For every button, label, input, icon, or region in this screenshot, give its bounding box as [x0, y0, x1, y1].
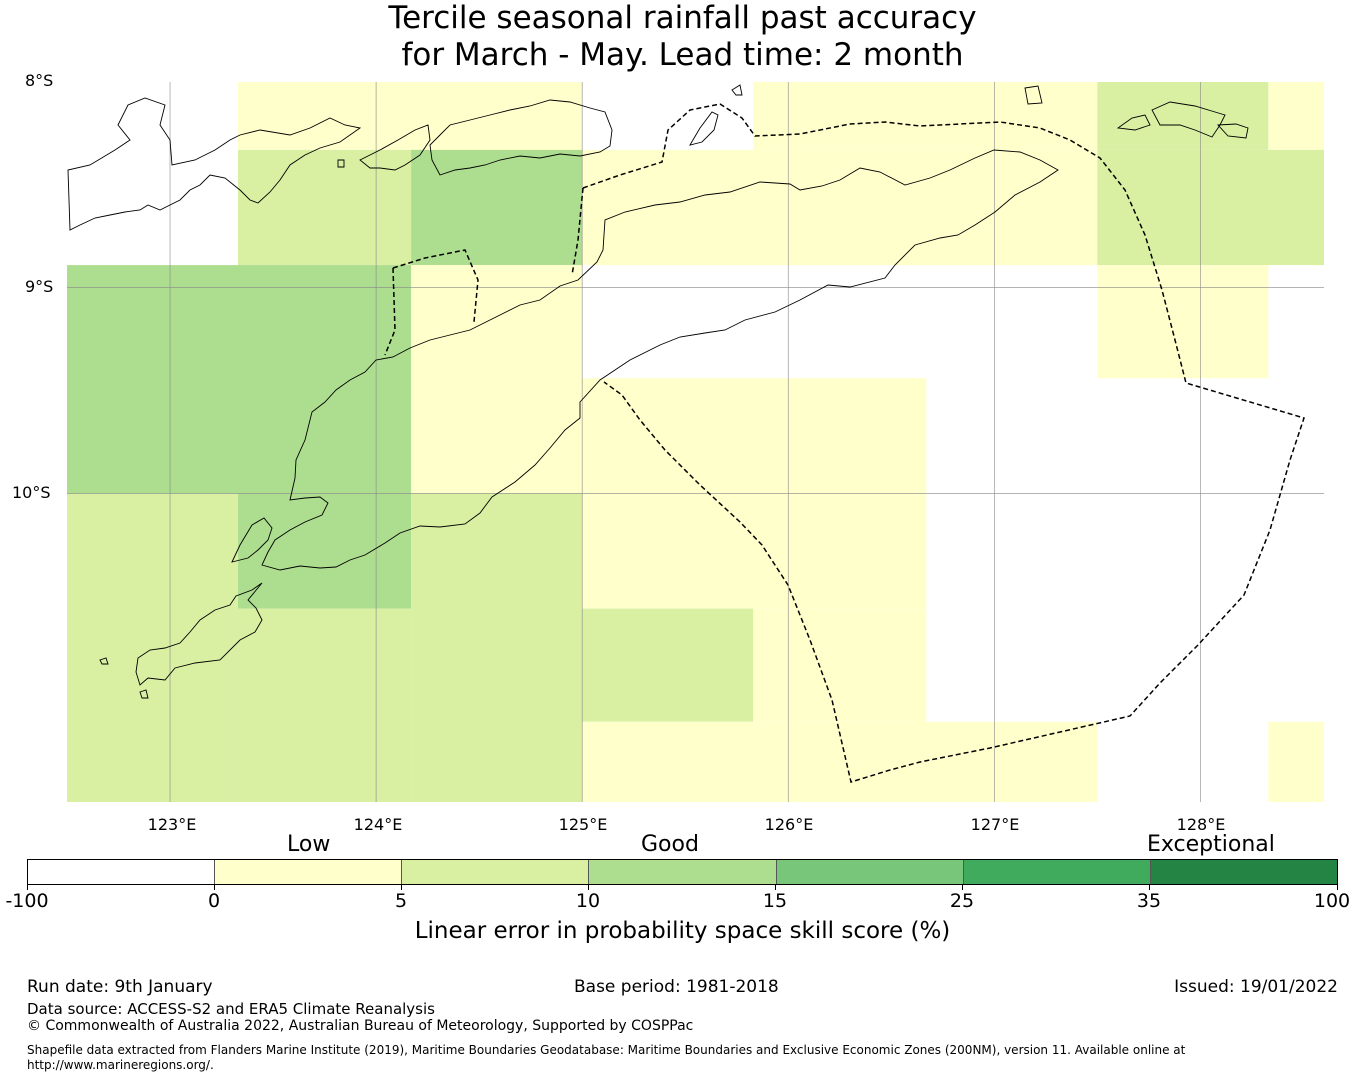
maritime-boundaries	[384, 103, 1305, 783]
graticule	[67, 82, 1324, 802]
skill-cell	[582, 378, 927, 494]
lon-label-128e: 128°E	[1176, 815, 1226, 834]
lon-label-126e: 126°E	[764, 815, 814, 834]
shapefile-credit-line-2: http://www.marineregions.org/.	[27, 1058, 214, 1072]
lon-label-127e: 127°E	[970, 815, 1020, 834]
title-line-2: for March - May. Lead time: 2 month	[401, 37, 964, 73]
color-bar-tick-label: 15	[762, 890, 788, 912]
legend-category-good: Good	[641, 832, 699, 857]
color-bar-tick-mark	[214, 885, 215, 890]
small-island-3	[1024, 85, 1043, 105]
skill-cell	[238, 82, 583, 150]
skill-cell	[1097, 82, 1269, 150]
lat-label-9s: 9°S	[25, 277, 54, 296]
skill-cell	[67, 493, 239, 802]
skill-cell	[582, 608, 754, 722]
color-bar-segment-1	[28, 860, 216, 884]
skill-cell	[753, 82, 1098, 150]
skill-cell	[238, 493, 412, 609]
color-bar-tick-mark	[27, 885, 28, 890]
lon-label-125e: 125°E	[558, 815, 608, 834]
skill-cell	[411, 149, 583, 266]
color-bar-tick-mark	[1149, 885, 1150, 890]
skill-cell	[411, 265, 583, 494]
color-bar-tick-label: 35	[1136, 890, 1162, 912]
eez-boundary-oecusse	[384, 187, 584, 356]
color-bar-segment-4	[589, 860, 777, 884]
timor-coastline	[261, 149, 1059, 571]
skill-cell	[1097, 265, 1269, 379]
map-canvas	[67, 82, 1324, 802]
skill-cell	[411, 493, 583, 802]
base-period: Base period: 1981-2018	[574, 977, 779, 997]
skill-cell	[582, 493, 927, 609]
color-bar-tick-label: 25	[949, 890, 975, 912]
legend-category-low: Low	[287, 832, 331, 857]
skill-cell	[753, 608, 927, 722]
small-island-7	[731, 84, 743, 96]
color-bar-tick-mark	[588, 885, 589, 890]
small-island-5	[99, 657, 109, 665]
small-island-6	[139, 689, 149, 699]
map-title: Tercile seasonal rainfall past accuracy …	[0, 0, 1365, 74]
color-bar-tick-mark	[962, 885, 963, 890]
color-bar-tick-label: 0	[207, 890, 221, 912]
semau-island-coastline	[135, 582, 263, 686]
copyright: © Commonwealth of Australia 2022, Austra…	[27, 1018, 694, 1034]
skill-cell	[238, 608, 412, 802]
color-bar-tick-mark	[1337, 885, 1338, 890]
data-source: Data source: ACCESS-S2 and ERA5 Climate …	[27, 1000, 435, 1018]
legend-category-exceptional: Exceptional	[1147, 832, 1275, 857]
small-island-1	[1116, 114, 1151, 131]
color-bar	[27, 859, 1338, 885]
skill-cell	[582, 149, 1098, 266]
skill-cell	[67, 265, 412, 494]
color-bar-tick-label: 10	[575, 890, 601, 912]
color-bar-segment-7	[1150, 860, 1337, 884]
roti-island-coastline	[231, 517, 273, 563]
color-bar-segment-5	[776, 860, 964, 884]
skill-cells	[67, 82, 1324, 802]
color-bar-segment-3	[402, 860, 590, 884]
lat-label-10s: 10°S	[12, 483, 51, 502]
color-bar-tick-label: 100	[1313, 890, 1351, 912]
skill-cell	[1268, 82, 1324, 150]
lon-label-124e: 124°E	[353, 815, 403, 834]
coastlines	[67, 84, 1249, 699]
small-island-4	[337, 159, 345, 168]
color-bar-tick-mark	[775, 885, 776, 890]
color-bar-tick-mark	[401, 885, 402, 890]
color-bar-tick-label: -100	[5, 890, 49, 912]
color-bar-tick-label: 5	[394, 890, 408, 912]
lon-label-123e: 123°E	[147, 815, 197, 834]
skill-cell	[1268, 721, 1324, 802]
flores-coastline	[67, 97, 362, 231]
skill-cell	[1097, 149, 1324, 266]
shapefile-credit-line-1: Shapefile data extracted from Flanders M…	[27, 1043, 1186, 1057]
lat-label-8s: 8°S	[25, 71, 54, 90]
run-date: Run date: 9th January	[27, 977, 213, 997]
atauro-island-coastline	[689, 111, 719, 146]
pantar-coastline	[359, 124, 431, 171]
issued-date: Issued: 19/01/2022	[1174, 977, 1338, 997]
eez-boundary-east	[582, 103, 1305, 783]
small-island-2	[1217, 123, 1249, 139]
alor-coastline	[429, 99, 613, 176]
skill-cell	[238, 149, 412, 266]
color-bar-segment-6	[963, 860, 1151, 884]
color-bar-title: Linear error in probability space skill …	[414, 918, 951, 944]
title-line-1: Tercile seasonal rainfall past accuracy	[388, 0, 977, 36]
color-bar-segment-2	[215, 860, 403, 884]
